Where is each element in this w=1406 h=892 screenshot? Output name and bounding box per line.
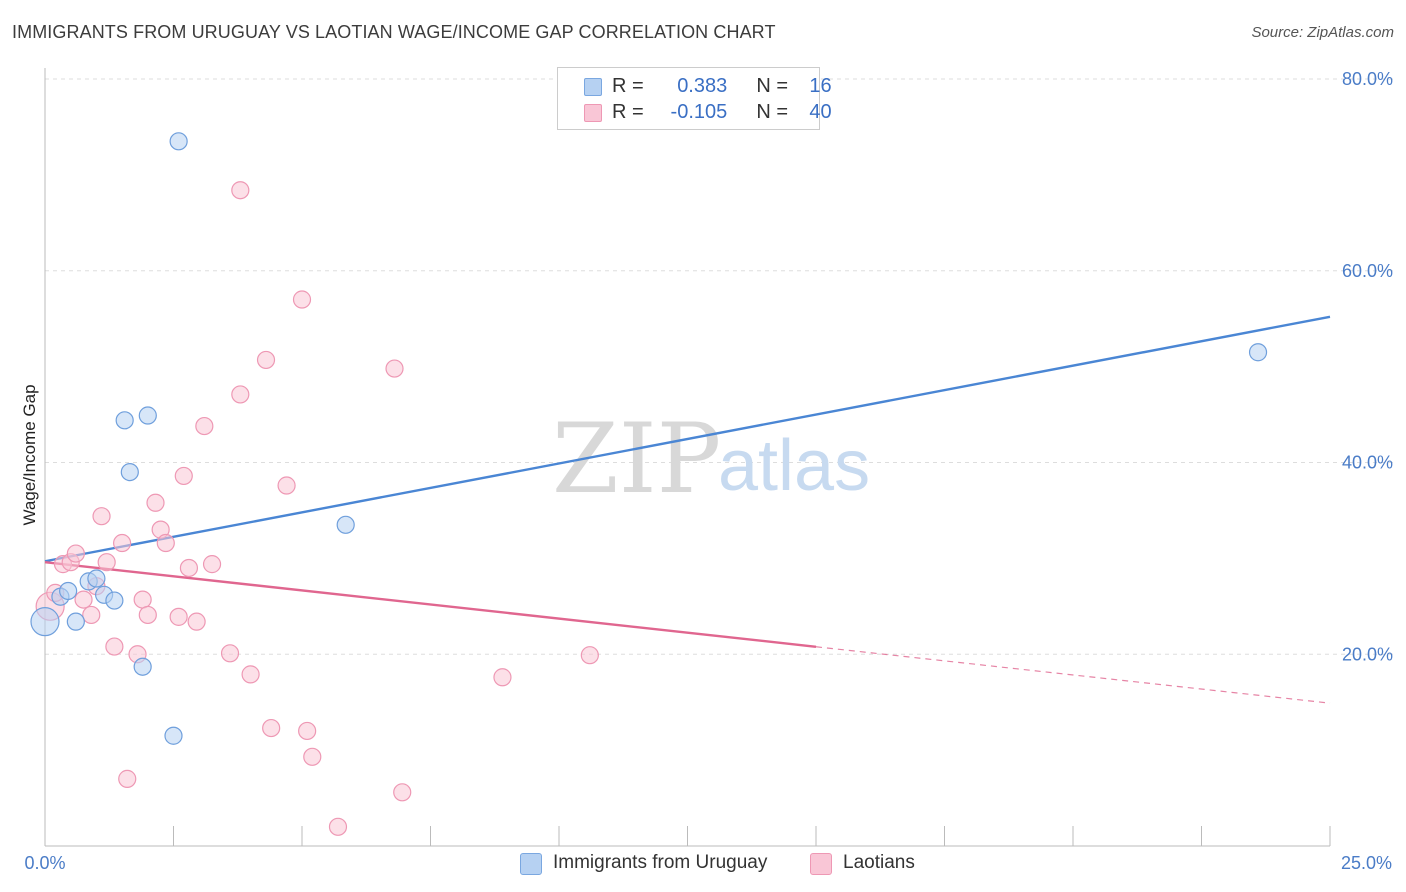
trend-line-uruguay: [44, 315, 1331, 563]
data-point-laotians: [92, 507, 111, 526]
data-points: [30, 132, 1268, 836]
data-point-laotians: [74, 590, 93, 609]
data-point-laotians: [179, 558, 199, 578]
data-point-uruguay: [59, 581, 78, 601]
data-point-laotians: [146, 493, 165, 512]
series-label-uruguay: Immigrants from Uruguay: [553, 852, 768, 873]
data-point-laotians: [303, 747, 322, 766]
legend-swatch-laotians: [584, 104, 602, 122]
watermark: ZIP atlas: [552, 403, 870, 515]
data-point-laotians: [202, 555, 222, 574]
data-point-laotians: [277, 476, 296, 495]
data-point-laotians: [195, 416, 214, 436]
data-point-laotians: [169, 607, 188, 626]
data-point-laotians: [493, 668, 512, 687]
data-point-uruguay: [1248, 343, 1268, 362]
data-point-laotians: [385, 359, 404, 378]
data-point-uruguay: [120, 462, 139, 482]
legend-r-label: R =: [612, 75, 644, 97]
data-point-laotians: [328, 817, 348, 836]
y-tick-label: 20.0%: [1342, 644, 1393, 664]
x-tick-label: 0.0%: [24, 853, 65, 873]
data-point-uruguay: [138, 406, 157, 425]
data-point-laotians: [174, 466, 193, 486]
x-tick-label: 25.0%: [1341, 853, 1392, 873]
data-point-laotians: [231, 181, 250, 200]
data-point-laotians: [262, 718, 281, 738]
data-point-laotians: [580, 646, 599, 665]
y-axis-label: Wage/Income Gap: [20, 384, 39, 525]
legend-swatch-uruguay: [584, 78, 602, 96]
data-point-laotians: [118, 769, 137, 788]
data-point-uruguay: [87, 569, 106, 588]
data-point-laotians: [82, 605, 101, 625]
data-point-laotians: [66, 544, 85, 563]
y-tick-label: 80.0%: [1342, 69, 1393, 89]
gridlines: [45, 78, 1393, 655]
tick-labels: 20.0% 40.0% 60.0% 80.0% 0.0% 25.0%: [24, 69, 1393, 873]
data-point-laotians: [97, 553, 116, 572]
y-tick-label: 60.0%: [1342, 261, 1393, 281]
data-point-laotians: [156, 533, 175, 553]
legend-n-value: 40: [809, 101, 832, 123]
legend-n-label: N =: [756, 101, 789, 123]
data-point-laotians: [112, 533, 132, 553]
trend-lines: [44, 315, 1331, 704]
correlation-legend: R = 0.383 N = 16 R = -0.105 N = 40: [557, 67, 832, 130]
data-point-laotians: [393, 783, 412, 802]
data-point-laotians: [133, 590, 152, 609]
legend-r-value: 0.383: [677, 75, 728, 97]
watermark-atlas: atlas: [718, 426, 870, 506]
legend-n-value: 16: [809, 75, 832, 97]
data-point-laotians: [298, 721, 317, 741]
data-point-uruguay: [169, 132, 188, 151]
data-point-uruguay: [105, 591, 124, 610]
data-point-laotians: [105, 637, 124, 656]
data-point-uruguay: [30, 607, 60, 637]
data-point-uruguay: [336, 515, 355, 534]
legend-r-value: -0.105: [670, 101, 728, 123]
series-label-laotians: Laotians: [843, 852, 915, 873]
data-point-laotians: [241, 665, 260, 684]
series-swatch-uruguay: [520, 853, 542, 875]
data-point-laotians: [138, 605, 157, 625]
data-point-uruguay: [133, 657, 152, 676]
data-point-laotians: [256, 350, 276, 370]
axes: [44, 68, 1331, 847]
data-point-uruguay: [115, 411, 134, 430]
trend-line-extension: [815, 646, 1331, 704]
data-point-laotians: [231, 385, 250, 404]
data-point-laotians: [292, 290, 312, 309]
data-point-laotians: [220, 644, 240, 663]
y-tick-label: 40.0%: [1342, 453, 1393, 473]
data-point-laotians: [187, 612, 206, 631]
series-swatch-laotians: [810, 853, 832, 875]
legend-r-label: R =: [612, 101, 644, 123]
data-point-uruguay: [66, 612, 85, 631]
data-point-uruguay: [164, 726, 183, 745]
legend-n-label: N =: [756, 75, 789, 97]
chart-title: IMMIGRANTS FROM URUGUAY VS LAOTIAN WAGE/…: [12, 22, 776, 42]
trend-line-laotians: [44, 561, 817, 648]
source-credit: Source: ZipAtlas.com: [1251, 24, 1394, 41]
